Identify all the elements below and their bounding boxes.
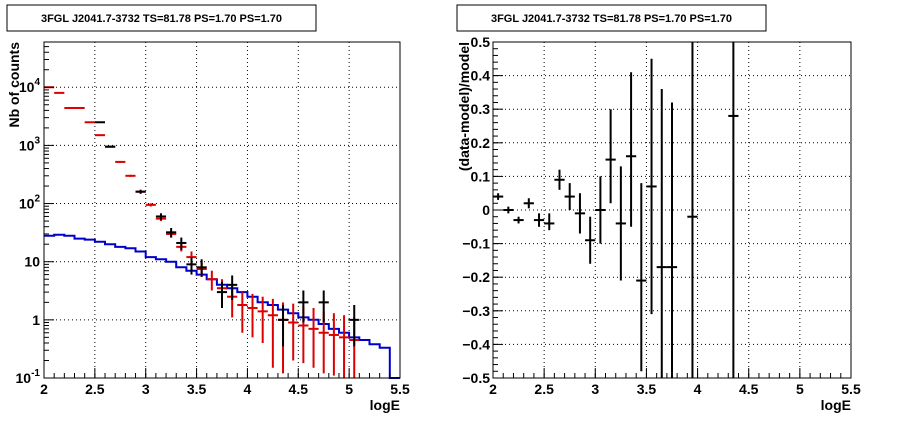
data-point <box>166 227 177 238</box>
residual-point <box>595 176 606 244</box>
counts-y-tick-label: 102 <box>19 194 41 212</box>
data-point <box>277 305 289 347</box>
residual-point <box>574 193 586 234</box>
residual-x-tick-label: 5.5 <box>841 381 861 397</box>
residual-point <box>585 216 596 264</box>
counts-x-tick-label: 4 <box>244 381 252 397</box>
counts-x-tick-label: 3 <box>142 381 150 397</box>
model-point <box>64 106 75 109</box>
data-point <box>227 275 238 300</box>
residual-x-tick-label: 2.5 <box>534 381 554 397</box>
counts-y-tick-label: 10 <box>24 254 40 270</box>
residual-y-tick-label: 0.3 <box>471 101 491 117</box>
residual-point <box>513 216 524 224</box>
counts-y-tick-label: 10-1 <box>16 368 41 386</box>
residual-x-tick-label: 4 <box>694 381 702 397</box>
residual-y-tick-label: 0.5 <box>471 34 491 50</box>
residual-y-tick-label: −0.2 <box>462 269 490 285</box>
model-point <box>125 174 136 177</box>
data-point <box>135 189 146 194</box>
residual-point <box>646 58 657 315</box>
residual-panel: 3FGL J2041.7-3732 TS=81.78 PS=1.70 PS=1.… <box>456 4 861 413</box>
residual-point <box>636 183 647 372</box>
residual-point <box>523 198 534 209</box>
model-point <box>247 293 258 338</box>
model-point <box>237 292 248 333</box>
data-point <box>298 290 309 323</box>
residual-y-tick-label: −0.5 <box>462 370 490 386</box>
residual-point <box>544 213 555 231</box>
counts-y-tick-label: 103 <box>19 135 41 153</box>
model-point <box>145 203 156 207</box>
data-point <box>176 237 187 250</box>
counts-x-axis-label: logE <box>370 397 400 413</box>
residual-x-tick-label: 2 <box>489 381 497 397</box>
residual-y-axis-label: (data-model)/model <box>456 42 472 171</box>
model-point <box>308 307 319 368</box>
residual-point <box>554 169 565 190</box>
counts-y-axis-label: Nb of counts <box>6 42 22 128</box>
counts-plot-frame <box>43 41 401 379</box>
residual-y-tick-label: −0.1 <box>462 236 490 252</box>
model-point <box>206 270 217 291</box>
residual-point <box>687 42 698 378</box>
residual-point <box>656 89 667 378</box>
counts-x-tick-label: 4.5 <box>289 381 309 397</box>
counts-y-tick-label: 1 <box>32 312 40 328</box>
counts-x-tick-label: 5.5 <box>390 381 410 397</box>
residual-point <box>533 213 545 227</box>
residual-y-tick-label: 0 <box>482 202 490 218</box>
counts-title-box <box>6 4 317 32</box>
residual-y-tick-label: 0.4 <box>471 68 491 84</box>
data-point <box>105 145 116 148</box>
residual-title: 3FGL J2041.7-3732 TS=81.78 PS=1.70 PS=1.… <box>491 13 732 25</box>
model-point <box>267 298 278 368</box>
model-point <box>115 160 126 163</box>
data-point <box>196 259 207 277</box>
counts-x-tick-label: 5 <box>345 381 353 397</box>
residual-y-tick-label: −0.4 <box>462 336 490 352</box>
residual-point <box>605 109 616 204</box>
model-point <box>74 106 85 109</box>
data-point <box>186 257 197 275</box>
residual-x-axis-label: logE <box>821 397 851 413</box>
residual-x-tick-label: 4.5 <box>739 381 759 397</box>
counts-y-tick-label: 104 <box>19 77 41 95</box>
residual-point <box>666 102 678 378</box>
model-point <box>94 134 106 137</box>
residual-x-tick-label: 5 <box>796 381 804 397</box>
counts-title: 3FGL J2041.7-3732 TS=81.78 PS=1.70 PS=1.… <box>41 13 282 25</box>
model-point <box>288 303 299 361</box>
residual-y-tick-label: 0.1 <box>471 168 491 184</box>
data-point <box>318 290 329 323</box>
residual-y-tick-label: 0.2 <box>471 135 491 151</box>
counts-x-tick-label: 2.5 <box>85 381 105 397</box>
residual-y-tick-label: −0.3 <box>462 303 490 319</box>
model-point <box>84 121 95 124</box>
data-point <box>155 213 167 221</box>
data-point <box>349 305 360 347</box>
counts-panel: 3FGL J2041.7-3732 TS=81.78 PS=1.70 PS=1.… <box>6 4 410 413</box>
model-point <box>328 313 339 376</box>
residual-point <box>503 206 514 214</box>
residual-x-tick-label: 3 <box>591 381 599 397</box>
model-point <box>54 91 65 94</box>
counts-x-tick-label: 2 <box>40 381 48 397</box>
data-point <box>216 281 228 308</box>
residual-point <box>728 42 739 378</box>
model-point <box>257 296 268 343</box>
residual-x-tick-label: 3.5 <box>637 381 657 397</box>
model-point <box>338 315 350 378</box>
counts-x-tick-label: 3.5 <box>187 381 207 397</box>
residual-point <box>615 166 626 281</box>
residual-point <box>625 72 637 227</box>
residual-point <box>564 183 575 210</box>
data-point <box>94 121 106 124</box>
residual-title-box <box>456 4 767 32</box>
